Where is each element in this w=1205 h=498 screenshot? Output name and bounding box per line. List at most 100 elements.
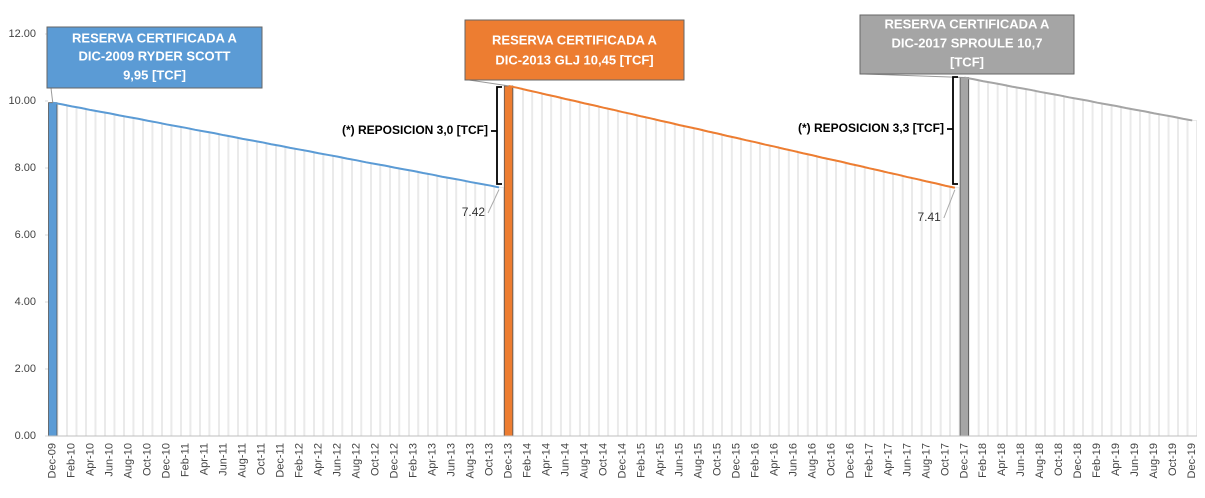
x-tick-label: Oct-16 [825,443,837,476]
bar [238,138,248,437]
x-tick-label: Apr-10 [85,443,97,476]
bar [798,152,808,437]
x-tick-label: Jun-13 [445,443,457,477]
bar [399,169,409,437]
bar [200,131,210,437]
bar [190,129,200,437]
bar [950,187,960,437]
bar [674,124,685,437]
bar [1016,87,1026,437]
bar [247,140,257,437]
bar [1168,116,1178,437]
bar [219,134,229,437]
x-tick-label: Jun-19 [1129,443,1141,477]
bar [741,139,751,437]
bar [124,116,134,437]
bar [836,161,846,437]
bar [1083,100,1093,437]
x-tick-label: Aug-14 [578,443,590,478]
x-tick-label: Feb-16 [749,443,761,478]
bar [665,122,675,437]
x-tick-label: Dec-16 [844,443,856,478]
bar [731,137,741,437]
leader-line [863,73,965,79]
x-tick-label: Apr-11 [199,443,211,475]
x-tick-label: Aug-16 [806,443,818,478]
bar [418,172,428,437]
bar [181,127,191,437]
x-tick-label: Apr-15 [654,443,666,476]
bar [655,120,666,437]
x-tick-label: Dec-15 [730,443,742,478]
box-text: RESERVA CERTIFICADA A [492,32,658,47]
x-tick-label: Apr-17 [882,443,894,476]
bar [703,131,713,437]
box-text: RESERVA CERTIFICADA A [72,30,238,45]
x-tick-label: Aug-15 [692,443,704,478]
x-tick-label: Feb-17 [863,443,875,478]
bar [76,107,86,437]
x-tick-label: Oct-18 [1053,443,1065,476]
x-tick-label: Jun-10 [104,443,116,477]
box-text: 9,95 [TCF] [123,67,186,82]
bar [779,148,789,437]
bar [1064,97,1074,437]
bar [1178,118,1188,437]
x-tick-label: Feb-18 [977,443,989,478]
bar [1054,95,1064,437]
x-tick-label: Feb-14 [521,443,533,478]
bar [390,167,400,437]
label-leader [487,189,500,214]
bar [257,141,267,437]
bar [228,136,238,437]
bar [788,150,798,437]
x-tick-label: Feb-11 [180,443,192,477]
highlight-bar [48,102,58,437]
bar [1111,105,1121,437]
bar [95,111,105,437]
bar [1092,102,1102,437]
x-tick-label: Aug-13 [464,443,476,478]
bar [361,162,371,437]
bar [636,116,647,437]
bar [883,172,893,437]
x-tick-label: Apr-12 [313,443,325,476]
bar [1121,107,1131,437]
bar [447,178,457,437]
bar [86,109,96,437]
bar [750,141,760,437]
bar [114,115,124,437]
box-text: RESERVA CERTIFICADA A [885,16,1051,31]
box-bg [46,26,263,89]
x-tick-label: Aug-17 [920,443,932,478]
bar [1026,89,1036,437]
box-text: DIC-2009 RYDER SCOTT [79,48,231,63]
bar [133,118,143,437]
bar [333,156,343,437]
bar [560,98,571,437]
bar [371,163,381,437]
x-tick-label: Jun-12 [332,443,344,477]
annotation-box: RESERVA CERTIFICADA A DIC-2017 SPROULE 10… [859,14,1075,79]
bar [969,78,979,437]
x-tick-label: Jun-14 [559,443,571,477]
bar [541,94,552,437]
bar [807,154,817,437]
x-tick-label: Aug-10 [123,443,135,478]
box-bg [464,19,685,81]
box-text: DIC-2017 SPROULE 10,7 [891,35,1042,50]
x-tick-label: Feb-12 [294,443,306,478]
bar [646,118,656,437]
x-tick-label: Feb-15 [635,443,647,478]
bar [617,111,628,437]
bar [152,122,162,437]
bar [864,168,874,437]
bar [893,174,903,437]
x-tick-label: Aug-19 [1148,443,1160,478]
x-tick-label: Dec-14 [616,443,628,478]
bar [760,144,770,437]
x-tick-label: Dec-19 [1186,443,1198,478]
bar [475,183,485,437]
bar [997,84,1007,437]
